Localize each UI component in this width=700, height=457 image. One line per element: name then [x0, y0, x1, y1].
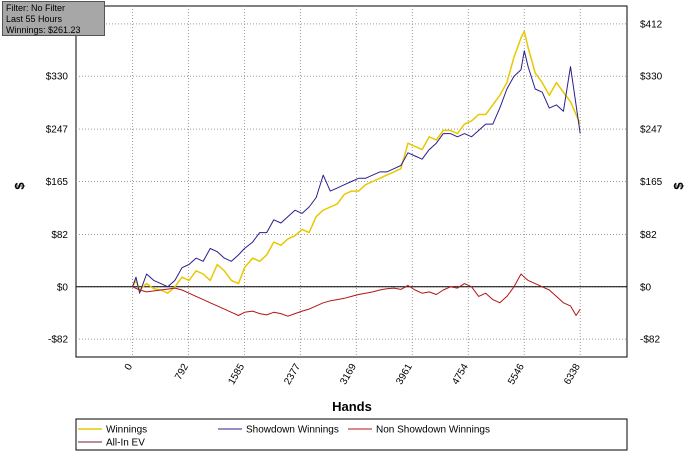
- legend: Winnings Showdown Winnings Non Showdown Wi…: [78, 425, 490, 449]
- y-tick-label-right: $82: [640, 230, 657, 241]
- x-tick-labels: 0 792 1585 2377 3169 3961 4754 5546 6338: [123, 362, 583, 387]
- x-tick-label: 0: [123, 362, 136, 373]
- series-line-showdown-winnings: [132, 50, 581, 294]
- y-tick-label-left: $82: [51, 230, 68, 241]
- y-tick-label-left: $247: [46, 125, 69, 136]
- x-tick-label: 2377: [282, 362, 303, 387]
- y-tick-label-right: $330: [640, 72, 663, 83]
- y-tick-label-right: $247: [640, 125, 663, 136]
- x-axis-title: Hands: [332, 399, 372, 414]
- y-tick-label-right: $412: [640, 19, 663, 30]
- filter-text: Filter: No Filter: [6, 3, 66, 13]
- x-tick-label: 5546: [506, 362, 527, 387]
- x-tick-label: 6338: [562, 362, 583, 387]
- period-text: Last 55 Hours: [6, 14, 63, 24]
- y-tick-labels-left: -$82$0$82$165$247$330$412: [46, 19, 69, 345]
- x-tick-label: 4754: [450, 362, 471, 387]
- y-tick-label-right: $165: [640, 177, 663, 188]
- y-tick-label-left: $330: [46, 72, 69, 83]
- legend-label: All-In EV: [106, 438, 145, 449]
- y-tick-label-left: -$82: [48, 335, 68, 346]
- x-tick-label: 1585: [226, 362, 247, 387]
- legend-label: Winnings: [106, 425, 147, 436]
- series-layer: [131, 30, 581, 317]
- series-line-winnings: [131, 30, 581, 294]
- legend-label: Non Showdown Winnings: [376, 425, 490, 436]
- x-tick-label: 3961: [394, 362, 415, 387]
- y-tick-label-right: -$82: [640, 335, 660, 346]
- series-line-non-showdown-winnings: [132, 273, 581, 317]
- y-tick-label-right: $0: [640, 282, 652, 293]
- y-axis-title-left: $: [12, 182, 27, 190]
- legend-box: [75, 418, 628, 451]
- y-tick-label-left: $0: [57, 282, 69, 293]
- x-tick-label: 792: [173, 362, 191, 382]
- legend-label: Showdown Winnings: [246, 425, 339, 436]
- info-box: Filter: No Filter Last 55 Hours Winnings…: [2, 1, 105, 36]
- y-tick-labels-right: -$82 $0 $82 $165 $247 $330 $412: [640, 19, 663, 345]
- winnings-text: Winnings: $261.23: [6, 25, 81, 35]
- y-axis-title-right: $: [671, 182, 686, 190]
- x-tick-label: 3169: [338, 362, 359, 387]
- y-tick-label-left: $165: [46, 177, 69, 188]
